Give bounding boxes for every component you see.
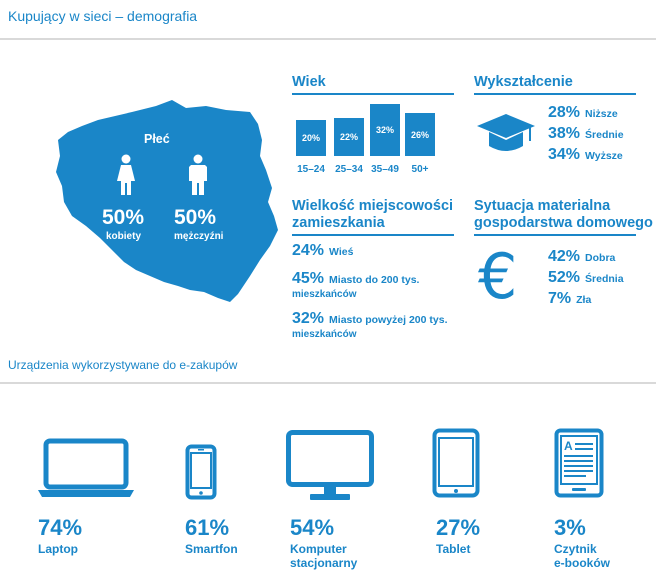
education-heading: Wykształcenie (474, 74, 573, 90)
euro-icon: € (478, 240, 518, 313)
device-label: Laptop (38, 542, 78, 556)
device-percent: 61% (185, 515, 230, 540)
device-percent: 54% (290, 515, 335, 540)
gender-heading: Płeć (144, 132, 170, 146)
ebook-reader-icon: A (554, 428, 604, 498)
age-bar-chart: 20% 22% 32% 26% 15–24 25–34 35–49 50+ (292, 96, 454, 178)
city-size-item: 24% Wieś (292, 242, 354, 259)
female-percent: 50% (102, 206, 145, 229)
device-label-line2: e-booków (554, 556, 610, 570)
device-percent: 3% (554, 515, 586, 540)
material-item: 52% Średnia (548, 269, 624, 286)
header-divider (0, 38, 656, 40)
material-divider (474, 234, 636, 236)
poland-map: Płeć 50% kobiety 50% mężczyźni (54, 98, 286, 306)
material-item: 42% Dobra (548, 248, 616, 265)
age-bar: 26% (405, 113, 435, 156)
devices-heading: Urządzenia wykorzystywane do e-zakupów (8, 358, 238, 372)
education-item: 34% Wyższe (548, 146, 623, 163)
age-range-label: 25–34 (335, 164, 363, 175)
age-range-label: 50+ (411, 164, 429, 175)
education-item: 28% Niższe (548, 104, 618, 121)
city-size-divider (292, 234, 454, 236)
material-heading-1: Sytuacja materialna (474, 198, 611, 214)
device-percent: 74% (38, 515, 83, 540)
male-person-icon (189, 154, 207, 195)
male-percent: 50% (174, 206, 217, 229)
age-divider (292, 93, 454, 95)
tablet-icon (432, 428, 480, 498)
education-item: 38% Średnie (548, 125, 624, 142)
device-label: Tablet (436, 542, 471, 556)
female-person-icon (117, 154, 135, 195)
smartphone-icon (185, 444, 217, 500)
male-label: mężczyźni (174, 231, 224, 242)
city-size-item: 32% Miasto powyżej 200 tys. (292, 310, 448, 327)
female-label: kobiety (106, 231, 142, 242)
svg-text:A: A (564, 439, 573, 453)
devices-divider (0, 382, 656, 384)
city-size-item-line2: mieszkańców (292, 289, 357, 300)
material-heading-2: gospodarstwa domowego (474, 215, 653, 231)
city-size-item-line2: mieszkańców (292, 329, 357, 340)
device-label: Smartfon (185, 542, 238, 556)
device-label-line2: stacjonarny (290, 556, 358, 570)
age-bar: 22% (334, 118, 364, 156)
device-label: Komputer (290, 542, 347, 556)
age-heading: Wiek (292, 74, 326, 90)
material-item: 7% Zła (548, 290, 592, 307)
age-range-label: 35–49 (371, 164, 399, 175)
city-size-heading-1: Wielkość miejscowości (292, 198, 454, 214)
page-title: Kupujący w sieci – demografia (8, 8, 198, 24)
age-range-label: 15–24 (297, 164, 325, 175)
laptop-icon (38, 438, 134, 497)
education-divider (474, 93, 636, 95)
city-size-heading-2: zamieszkania (292, 215, 385, 231)
graduation-cap-icon (477, 114, 535, 151)
age-bar: 32% (370, 104, 400, 156)
device-percent: 27% (436, 515, 481, 540)
age-bar: 20% (296, 120, 326, 156)
poland-map-shape (56, 100, 278, 302)
device-label: Czytnik (554, 542, 597, 556)
desktop-computer-icon (286, 430, 374, 500)
city-size-item: 45% Miasto do 200 tys. (292, 270, 420, 287)
